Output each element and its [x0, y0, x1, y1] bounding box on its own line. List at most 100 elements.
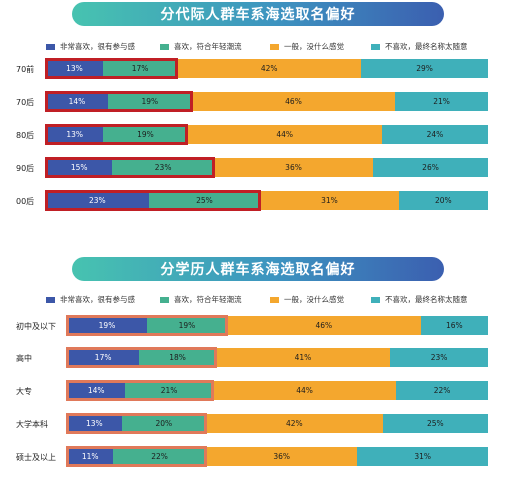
bar-segment: 18% — [139, 348, 216, 367]
bar-segment: 20% — [121, 414, 206, 433]
bar-segment: 31% — [357, 447, 488, 466]
bar-segment: 17% — [102, 59, 178, 78]
bar-segment: 44% — [212, 381, 397, 400]
legend-label: 喜欢，符合年轻潮流 — [174, 42, 242, 51]
bar-row: 13% 20% 42% 25% — [67, 414, 488, 433]
bar-segment: 29% — [361, 59, 488, 78]
data-label: 42% — [260, 64, 278, 73]
legend-item: 喜欢，符合年轻潮流 — [160, 294, 242, 305]
bar-segment: 22% — [396, 381, 488, 400]
data-label: 23% — [154, 163, 172, 172]
bar-segment: 20% — [398, 191, 488, 210]
legend: 非常喜欢，很有参与感 喜欢，符合年轻潮流 一般，没什么感觉 不喜欢，最终名称太随… — [44, 41, 494, 53]
data-label: 23% — [430, 353, 448, 362]
data-label: 11% — [81, 452, 99, 461]
data-label: 19% — [98, 321, 116, 330]
data-label: 36% — [273, 452, 291, 461]
legend-swatch — [371, 296, 380, 303]
bar-segment: 42% — [177, 59, 362, 78]
data-label: 19% — [137, 130, 154, 139]
bar-segment: 19% — [67, 316, 147, 335]
legend-swatch — [46, 296, 55, 303]
legend-label: 不喜欢，最终名称太随意 — [385, 295, 468, 304]
legend-item: 非常喜欢，很有参与感 — [46, 294, 135, 305]
bar-segment: 15% — [46, 158, 113, 177]
data-label: 18% — [169, 353, 186, 362]
category-label: 大专 — [16, 387, 32, 396]
chart-title: 分代际人群车系海选取名偏好 — [72, 2, 444, 26]
bar-segment: 24% — [381, 125, 488, 144]
legend-label: 不喜欢，最终名称太随意 — [385, 42, 468, 51]
bar-segment: 41% — [215, 348, 391, 367]
legend-item: 非常喜欢，很有参与感 — [46, 41, 135, 52]
bar-segment: 31% — [260, 191, 399, 210]
bar-segment: 11% — [67, 447, 114, 466]
data-label: 19% — [178, 321, 196, 330]
bar-segment: 17% — [67, 348, 140, 367]
legend-label: 一般，没什么感觉 — [284, 42, 344, 51]
bar-segment: 36% — [213, 158, 374, 177]
bar-segment: 36% — [205, 447, 358, 466]
legend-swatch — [270, 43, 279, 50]
data-label: 15% — [70, 163, 88, 172]
legend-item: 喜欢，符合年轻潮流 — [160, 41, 242, 52]
bar-segment: 26% — [373, 158, 488, 177]
bar-segment: 21% — [125, 381, 213, 400]
legend-swatch — [371, 43, 380, 50]
bar-segment: 23% — [390, 348, 488, 367]
bar-row: 17% 18% 41% 23% — [67, 348, 488, 367]
bar-row: 15% 23% 36% 26% — [46, 158, 488, 177]
data-label: 41% — [294, 353, 312, 362]
bar-segment: 44% — [187, 125, 382, 144]
data-label: 42% — [285, 419, 303, 428]
legend-item: 不喜欢，最终名称太随意 — [371, 41, 468, 52]
data-label: 14% — [87, 386, 105, 395]
category-label: 高中 — [16, 354, 32, 363]
bar-segment: 21% — [395, 92, 488, 111]
bar-segment: 22% — [113, 447, 206, 466]
category-label: 00后 — [16, 197, 35, 206]
data-label: 17% — [94, 353, 112, 362]
bar-segment: 19% — [103, 125, 188, 144]
legend-swatch — [160, 296, 169, 303]
data-label: 23% — [89, 196, 106, 205]
legend-swatch — [270, 296, 279, 303]
legend-label: 非常喜欢，很有参与感 — [60, 295, 135, 304]
data-label: 25% — [196, 196, 213, 205]
data-label: 31% — [414, 452, 432, 461]
bar-segment: 19% — [146, 316, 227, 335]
bar-segment: 19% — [107, 92, 192, 111]
bar-row: 14% 21% 44% 22% — [67, 381, 488, 400]
category-label: 初中及以下 — [16, 322, 56, 331]
bar-segment: 14% — [67, 381, 126, 400]
data-label: 13% — [66, 130, 84, 139]
legend-label: 非常喜欢，很有参与感 — [60, 42, 135, 51]
legend-label: 一般，没什么感觉 — [284, 295, 344, 304]
data-label: 29% — [416, 64, 433, 73]
bar-row: 23% 25% 31% 20% — [46, 191, 488, 210]
data-label: 22% — [151, 452, 168, 461]
data-label: 20% — [434, 196, 452, 205]
legend-item: 一般，没什么感觉 — [270, 41, 344, 52]
bar-segment: 13% — [67, 414, 122, 433]
bar-segment: 46% — [191, 92, 396, 111]
data-label: 46% — [315, 321, 333, 330]
data-label: 13% — [86, 419, 103, 428]
category-label: 90后 — [16, 164, 35, 173]
data-label: 44% — [276, 130, 293, 139]
category-label: 70后 — [16, 98, 35, 107]
bar-row: 13% 19% 44% 24% — [46, 125, 488, 144]
bar-segment: 23% — [46, 191, 149, 210]
legend-item: 一般，没什么感觉 — [270, 294, 344, 305]
bar-row: 19% 19% 46% 16% — [67, 316, 488, 335]
legend: 非常喜欢，很有参与感 喜欢，符合年轻潮流 一般，没什么感觉 不喜欢，最终名称太随… — [44, 294, 494, 306]
bar-segment: 14% — [46, 92, 108, 111]
data-label: 14% — [68, 97, 86, 106]
data-label: 31% — [321, 196, 338, 205]
data-label: 17% — [131, 64, 149, 73]
data-label: 24% — [426, 130, 444, 139]
data-label: 25% — [427, 419, 444, 428]
bar-segment: 16% — [420, 316, 488, 335]
category-label: 硕士及以上 — [16, 453, 56, 462]
legend-swatch — [160, 43, 169, 50]
